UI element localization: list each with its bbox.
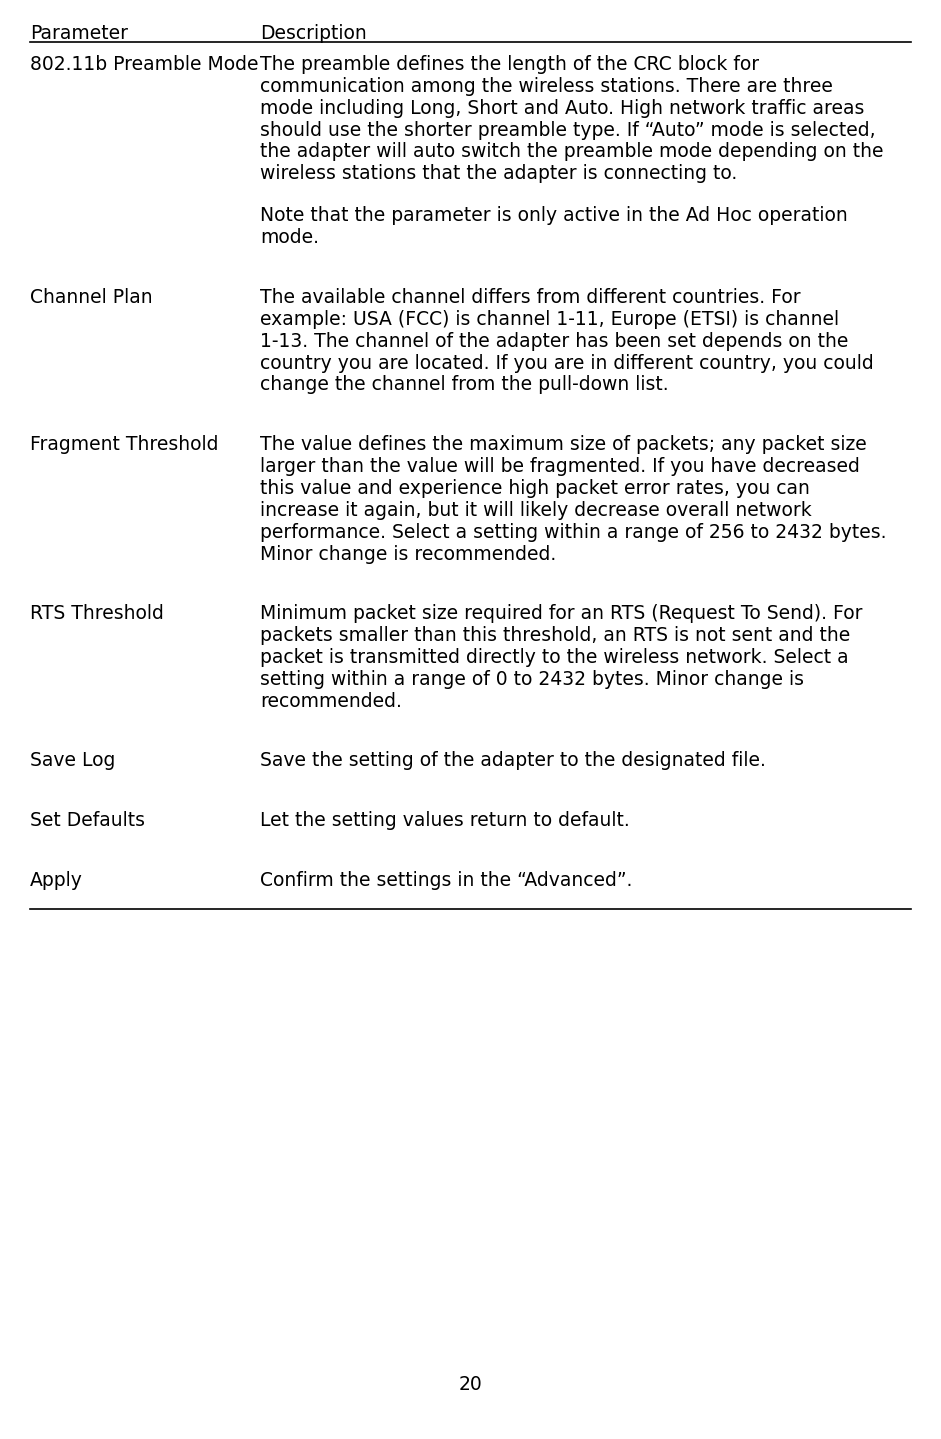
Text: Minimum packet size required for an RTS (Request To Send). For: Minimum packet size required for an RTS … [260,604,863,623]
Text: performance. Select a setting within a range of 256 to 2432 bytes.: performance. Select a setting within a r… [260,522,886,541]
Text: packet is transmitted directly to the wireless network. Select a: packet is transmitted directly to the wi… [260,648,849,666]
Text: 20: 20 [458,1374,483,1393]
Text: increase it again, but it will likely decrease overall network: increase it again, but it will likely de… [260,501,812,519]
Text: 1-13. The channel of the adapter has been set depends on the: 1-13. The channel of the adapter has bee… [260,332,849,351]
Text: Confirm the settings in the “Advanced”.: Confirm the settings in the “Advanced”. [260,871,632,889]
Text: wireless stations that the adapter is connecting to.: wireless stations that the adapter is co… [260,164,737,183]
Text: should use the shorter preamble type. If “Auto” mode is selected,: should use the shorter preamble type. If… [260,121,876,140]
Text: Let the setting values return to default.: Let the setting values return to default… [260,812,630,830]
Text: Channel Plan: Channel Plan [30,288,152,307]
Text: The value defines the maximum size of packets; any packet size: The value defines the maximum size of pa… [260,435,867,455]
Text: communication among the wireless stations. There are three: communication among the wireless station… [260,76,833,96]
Text: country you are located. If you are in different country, you could: country you are located. If you are in d… [260,354,874,373]
Text: larger than the value will be fragmented. If you have decreased: larger than the value will be fragmented… [260,458,860,476]
Text: Set Defaults: Set Defaults [30,812,145,830]
Text: this value and experience high packet error rates, you can: this value and experience high packet er… [260,479,810,498]
Text: 802.11b Preamble Mode: 802.11b Preamble Mode [30,55,259,73]
Text: The preamble defines the length of the CRC block for: The preamble defines the length of the C… [260,55,759,73]
Text: packets smaller than this threshold, an RTS is not sent and the: packets smaller than this threshold, an … [260,626,851,645]
Text: Apply: Apply [30,871,83,889]
Text: example: USA (FCC) is channel 1-11, Europe (ETSI) is channel: example: USA (FCC) is channel 1-11, Euro… [260,309,839,330]
Text: The available channel differs from different countries. For: The available channel differs from diffe… [260,288,801,307]
Text: the adapter will auto switch the preamble mode depending on the: the adapter will auto switch the preambl… [260,142,884,161]
Text: setting within a range of 0 to 2432 bytes. Minor change is: setting within a range of 0 to 2432 byte… [260,669,804,689]
Text: RTS Threshold: RTS Threshold [30,604,164,623]
Text: Note that the parameter is only active in the Ad Hoc operation: Note that the parameter is only active i… [260,206,848,226]
Text: Save the setting of the adapter to the designated file.: Save the setting of the adapter to the d… [260,751,766,770]
Text: mode.: mode. [260,229,319,248]
Text: Fragment Threshold: Fragment Threshold [30,435,218,455]
Text: change the channel from the pull-down list.: change the channel from the pull-down li… [260,376,669,394]
Text: recommended.: recommended. [260,692,402,711]
Text: Minor change is recommended.: Minor change is recommended. [260,544,556,564]
Text: Parameter: Parameter [30,24,128,43]
Text: Description: Description [260,24,367,43]
Text: Save Log: Save Log [30,751,116,770]
Text: mode including Long, Short and Auto. High network traffic areas: mode including Long, Short and Auto. Hig… [260,99,865,118]
